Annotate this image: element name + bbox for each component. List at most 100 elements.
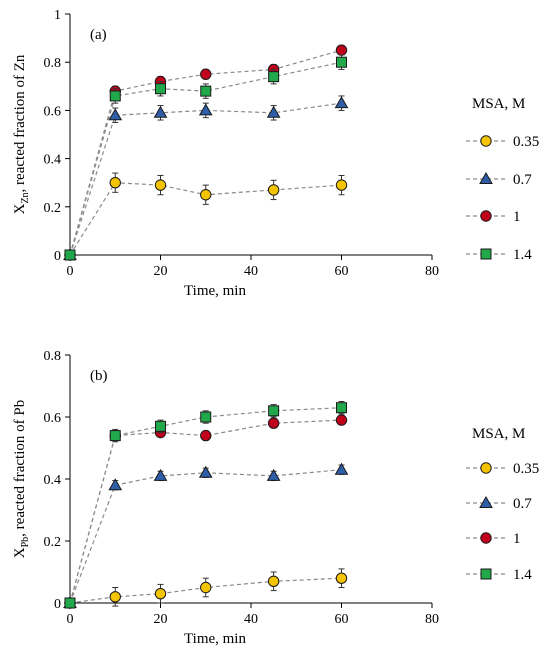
legend-item-1: 1 [466, 531, 521, 547]
data-point [64, 597, 76, 609]
series-0-7 [63, 95, 349, 260]
legend-item-0-7: 0.7 [466, 171, 532, 188]
legend-item-0-35: 0.35 [466, 461, 539, 477]
legend-marker [480, 135, 492, 147]
legend-item-1-4: 1.4 [466, 247, 532, 263]
data-point [266, 105, 281, 118]
data-point [64, 249, 76, 261]
data-point [154, 588, 167, 600]
series-1-4 [64, 54, 347, 261]
legend-label: 1.4 [513, 567, 532, 583]
y-tick-label: 0.8 [44, 56, 62, 71]
data-point [109, 591, 121, 603]
series-line [69, 407, 342, 604]
data-point [108, 478, 123, 491]
data-point [153, 468, 168, 481]
series-0-35 [64, 172, 348, 261]
data-point [153, 105, 168, 118]
legend-item-0-35: 0.35 [466, 134, 539, 150]
x-tick-label: 0 [67, 264, 74, 279]
y-axis-label: XZn, reacted fraction of Zn [12, 54, 31, 214]
x-tick-label: 20 [154, 612, 168, 627]
data-point [268, 71, 280, 83]
y-tick-label: 0.6 [44, 411, 62, 426]
legend-label: 0.35 [513, 134, 539, 150]
x-tick-label: 60 [335, 264, 349, 279]
data-point [334, 462, 349, 475]
legend-item-0-7: 0.7 [466, 495, 532, 512]
data-point [200, 411, 212, 423]
data-point [336, 402, 347, 414]
y-tick-label: 0.6 [44, 104, 62, 119]
legend-2: MSA, M 0.35 0.7 1 1.4 [466, 426, 539, 583]
legend-marker [480, 532, 492, 544]
data-point [200, 68, 212, 80]
legend-label: 0.7 [513, 496, 532, 512]
data-point [267, 575, 280, 587]
series-line [69, 469, 342, 604]
series-line [69, 61, 342, 256]
y-tick-label: 0 [54, 249, 61, 264]
chart-panel-1: 0 0.2 0.4 0.6 0.8 1 0 20 40 60 80 Time, min XZn, rea… [12, 8, 439, 299]
x-tick-label: 20 [154, 264, 168, 279]
x-tick-label: 0 [67, 612, 74, 627]
legend-title: MSA, M [472, 426, 525, 442]
legend-label: 1 [513, 209, 521, 225]
data-point [200, 85, 212, 97]
x-tick-label: 40 [244, 612, 258, 627]
legend-marker [480, 210, 492, 222]
data-point [109, 90, 121, 102]
chart-panel-2: 0 0.2 0.4 0.6 0.8 0 20 40 60 80 Time, min XPb, reac… [12, 349, 439, 647]
data-point [200, 581, 212, 594]
y-tick-label: 0.2 [44, 535, 62, 550]
series-line [69, 577, 342, 604]
series-1-4 [64, 401, 347, 609]
x-axis-label: Time, min [184, 631, 246, 647]
legend-marker [479, 495, 493, 508]
data-point [266, 468, 281, 481]
legend-title: MSA, M [472, 96, 525, 112]
data-point [200, 189, 212, 201]
x-tick-label: 80 [425, 264, 439, 279]
data-point [154, 179, 167, 191]
data-point [109, 430, 121, 442]
x-tick-label: 40 [244, 264, 258, 279]
data-point [335, 179, 348, 191]
data-point [200, 429, 212, 442]
y-axis-label: XPb, reacted fraction of Pb [12, 400, 31, 558]
legend-label: 1.4 [513, 247, 532, 263]
data-point [267, 417, 280, 429]
series-line [69, 49, 342, 256]
legend-marker [479, 171, 493, 184]
y-tick-label: 1 [54, 8, 61, 23]
legend-label: 0.35 [513, 461, 539, 477]
legend-label: 1 [513, 531, 521, 547]
y-tick-label: 0.2 [44, 201, 62, 216]
data-point [335, 414, 348, 426]
x-tick-label: 60 [335, 612, 349, 627]
data-point [335, 572, 348, 584]
y-tick-label: 0 [54, 597, 61, 612]
data-point [268, 405, 280, 417]
data-point [198, 465, 213, 478]
data-point [267, 184, 280, 196]
data-point [155, 83, 166, 95]
legend-item-1: 1 [466, 209, 521, 225]
x-axis-label: Time, min [184, 283, 246, 299]
series-line [69, 102, 342, 256]
data-point [336, 56, 347, 68]
legend-marker [480, 248, 492, 260]
legend-1: MSA, M 0.35 0.7 1 1.4 [466, 96, 539, 263]
series-line [69, 419, 342, 604]
data-point [335, 44, 348, 56]
y-tick-label: 0.4 [44, 473, 62, 488]
x-tick-label: 80 [425, 612, 439, 627]
series-0-35 [64, 568, 348, 609]
data-point [109, 177, 121, 189]
legend-marker [480, 568, 492, 580]
data-point [334, 96, 349, 109]
series-1 [64, 44, 348, 261]
data-point [155, 420, 166, 432]
legend-marker [480, 462, 492, 474]
